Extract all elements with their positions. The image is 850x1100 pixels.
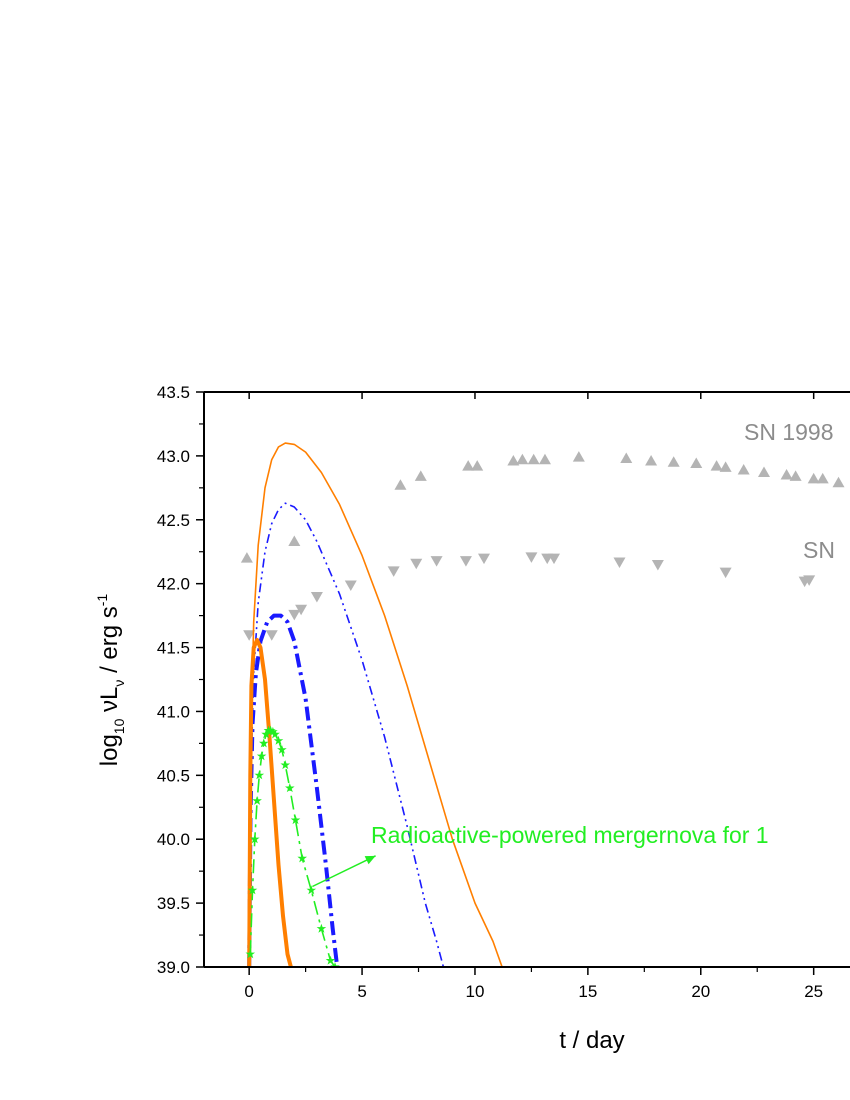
triangle-up-marker (471, 460, 484, 471)
y-axis-title-units: / erg s (96, 606, 123, 679)
y-axis-title-subnu: ν (111, 680, 127, 687)
triangle-up-marker (572, 451, 585, 462)
y-tick-label: 43.5 (157, 383, 190, 402)
triangle-up-marker (737, 463, 750, 475)
star-marker (325, 955, 336, 965)
triangle-up-marker (462, 460, 475, 471)
triangle-up-marker (620, 452, 633, 463)
green-stars-line (249, 729, 336, 967)
triangle-up-marker (816, 472, 829, 484)
star-marker (280, 760, 291, 770)
star-marker (273, 735, 284, 745)
triangle-down-marker (613, 557, 626, 568)
triangle-up-marker (690, 457, 703, 469)
y-tick-label: 41.0 (157, 702, 190, 721)
triangle-down-marker (265, 630, 278, 641)
x-tick-label: 20 (691, 982, 710, 1001)
triangle-down-marker (548, 553, 560, 565)
triangle-up-marker (507, 455, 520, 466)
y-axis-title-log: log (96, 734, 123, 766)
triangle-up-marker (780, 469, 793, 480)
triangle-up-marker (758, 466, 770, 477)
x-axis-title: t / day (559, 1027, 624, 1054)
x-tick-label: 15 (578, 982, 597, 1001)
y-tick-label: 39.0 (157, 958, 190, 977)
triangle-down-marker (525, 552, 538, 563)
orange-thick-line (247, 637, 293, 967)
y-tick-label: 40.5 (157, 766, 190, 785)
blue-thick-dashdot-line (247, 613, 340, 967)
y-axis-title-sup: -1 (94, 594, 110, 607)
y-tick-label: 40.0 (157, 830, 190, 849)
labels-layer: 39.0 39.5 40.0 40.5 41.0 41.5 42.0 42.5 43.0 43.5… (157, 383, 835, 1001)
triangle-down-marker (478, 553, 490, 565)
triangle-up-marker (516, 453, 529, 465)
triangle-up-marker (645, 455, 658, 466)
y-tick-label: 42.5 (157, 511, 190, 530)
triangle-down-marker (459, 556, 472, 567)
y-tick-label: 39.5 (157, 894, 190, 913)
triangle-up-marker (538, 453, 551, 465)
x-tick-label: 25 (804, 982, 823, 1001)
triangle-up-marker (288, 535, 301, 546)
y-tick-label: 41.5 (157, 639, 190, 658)
x-tick-label: 10 (466, 982, 485, 1001)
triangle-down-marker (430, 556, 443, 567)
triangle-up-marker (527, 453, 540, 465)
y-tick-label: 42.0 (157, 575, 190, 594)
triangle-up-marker (710, 460, 723, 471)
triangle-up-marker (719, 461, 732, 472)
y-tick-label: 43.0 (157, 447, 190, 466)
triangle-down-marker (387, 566, 400, 577)
triangle-up-marker (394, 479, 407, 490)
blue-thin-dashdot-line (248, 502, 445, 967)
x-tick-label: 5 (357, 982, 366, 1001)
annotation-arrow-head (364, 855, 376, 865)
triangle-up-marker (807, 472, 820, 484)
triangle-down-marker (243, 630, 256, 641)
triangle-up-marker (789, 470, 802, 481)
annotation-text: Radioactive-powered mergernova for 1 (371, 822, 769, 848)
series-label-sn1998: SN 1998 (744, 419, 834, 445)
y-axis-title: log10 νLν / erg s-1 (94, 594, 127, 767)
series-layer (240, 442, 845, 967)
triangle-up-marker (240, 552, 253, 563)
triangle-down-marker (719, 567, 732, 579)
triangle-up-marker (414, 470, 427, 481)
y-axis-title-nuL: νL (96, 687, 123, 719)
triangle-down-marker (651, 560, 664, 571)
triangle-down-marker (803, 575, 816, 586)
star-marker (254, 770, 265, 780)
triangle-down-marker (310, 591, 323, 603)
triangle-up-marker (667, 456, 680, 467)
star-marker (252, 795, 262, 805)
x-tick-label: 0 (244, 982, 253, 1001)
orange-thin-line (248, 442, 503, 967)
triangle-down-marker (288, 609, 301, 621)
y-axis-title-sub10: 10 (111, 718, 127, 734)
triangle-up-marker (832, 476, 845, 488)
star-marker (306, 885, 317, 895)
series-label-sn: SN (803, 537, 835, 563)
triangle-down-marker (344, 580, 357, 591)
annotation-arrow-line (312, 855, 376, 888)
triangle-down-marker (410, 558, 423, 570)
axis-ticks (196, 391, 815, 975)
triangle-down-marker (295, 604, 308, 616)
